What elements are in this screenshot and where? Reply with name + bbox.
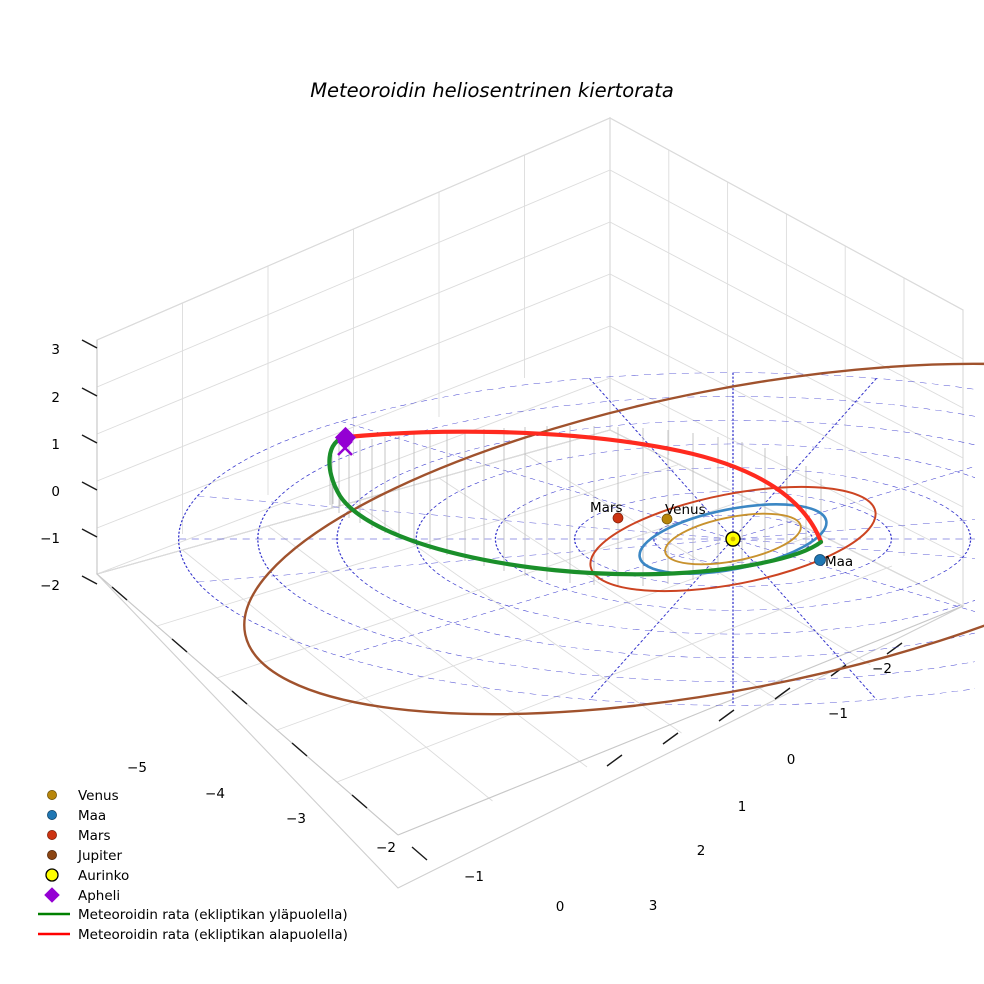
legend-marker-venus-icon bbox=[47, 790, 57, 800]
orbit-jupiter bbox=[243, 362, 984, 716]
z-tick-3: 0 bbox=[51, 484, 60, 500]
z-tick-5: −2 bbox=[40, 578, 60, 594]
legend-marker-aurinko-icon bbox=[45, 868, 59, 882]
z-tick-2: 1 bbox=[51, 437, 60, 453]
z-tick-4: −1 bbox=[40, 531, 60, 547]
axes3d-panes bbox=[95, 117, 965, 889]
x-tick-4: −1 bbox=[464, 869, 484, 885]
x-tick-3: −2 bbox=[376, 840, 396, 856]
mars-label: Mars bbox=[590, 500, 623, 516]
venus-label: Venus bbox=[665, 502, 706, 518]
legend-label-apheli: Apheli bbox=[78, 888, 120, 904]
x-tick-5: 0 bbox=[556, 899, 565, 915]
y-tick-1: −1 bbox=[828, 706, 848, 722]
axes3d-spines bbox=[96, 340, 964, 836]
x-axis: −5 −4 −3 −2 −1 0 bbox=[111, 586, 565, 915]
x-tick-1: −4 bbox=[205, 786, 225, 802]
x-tick-2: −3 bbox=[286, 811, 306, 827]
legend: Venus Maa Mars Jupiter Aurinko Apheli Me… bbox=[38, 788, 348, 943]
legend-label-maa: Maa bbox=[78, 808, 106, 824]
z-tick-1: 2 bbox=[51, 390, 60, 406]
venus-marker bbox=[661, 513, 673, 525]
meteoroid-orbit-below bbox=[344, 429, 824, 545]
maa-label: Maa bbox=[825, 554, 853, 570]
y-tick-0: −2 bbox=[872, 661, 892, 677]
legend-label-jupiter: Jupiter bbox=[77, 848, 122, 864]
legend-marker-jupiter-icon bbox=[47, 850, 57, 860]
orbit-mars bbox=[589, 485, 877, 593]
legend-label-meteoroid-below: Meteoroidin rata (ekliptikan alapuolella… bbox=[78, 927, 348, 943]
legend-label-venus: Venus bbox=[78, 788, 119, 804]
page-title: Meteoroidin heliosentrinen kiertorata bbox=[310, 79, 674, 102]
aurinko-core bbox=[730, 536, 736, 542]
orbit-venus bbox=[664, 512, 802, 566]
orbit-stems bbox=[329, 426, 822, 586]
maa-marker bbox=[814, 554, 826, 566]
meteoroid-orbit-above bbox=[327, 434, 824, 577]
y-tick-2: 0 bbox=[787, 752, 796, 768]
y-tick-5: 3 bbox=[649, 898, 658, 914]
x-tick-0: −5 bbox=[127, 760, 147, 776]
legend-marker-mars-icon bbox=[47, 830, 57, 840]
mars-marker bbox=[612, 512, 624, 524]
legend-label-meteoroid-above: Meteoroidin rata (ekliptikan yläpuolella… bbox=[78, 907, 348, 923]
legend-label-aurinko: Aurinko bbox=[78, 868, 129, 884]
y-tick-3: 1 bbox=[738, 799, 747, 815]
legend-label-mars: Mars bbox=[78, 828, 111, 844]
y-tick-4: 2 bbox=[697, 843, 706, 859]
legend-marker-maa-icon bbox=[47, 810, 57, 820]
z-axis: 3 2 1 0 −1 −2 bbox=[40, 339, 98, 594]
y-axis: −2 −1 0 1 2 3 bbox=[606, 642, 903, 914]
planet-markers: Mars Venus Maa bbox=[590, 500, 853, 570]
z-tick-0: 3 bbox=[51, 342, 60, 358]
